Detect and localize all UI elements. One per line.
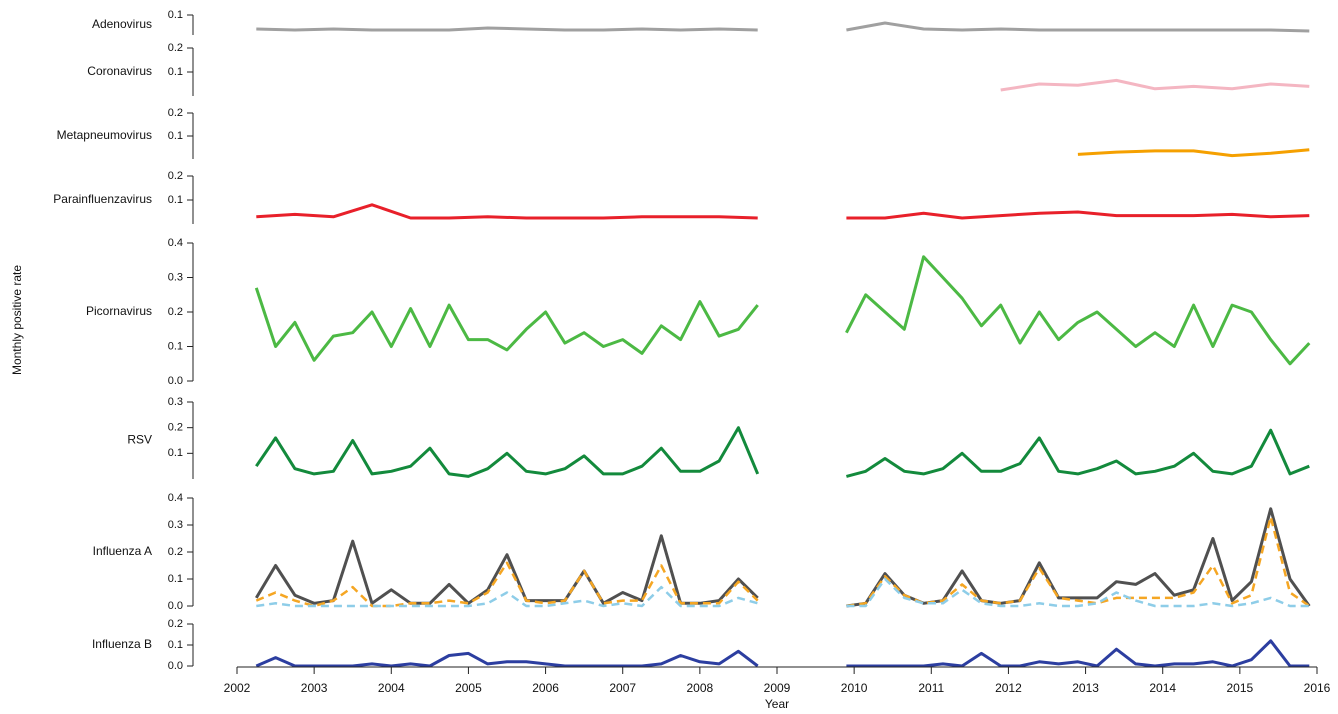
y-tick-label: 0.1 bbox=[168, 194, 183, 206]
y-tick-label: 0.2 bbox=[168, 422, 183, 434]
panel-label: Metapneumovirus bbox=[57, 128, 152, 142]
series-line bbox=[256, 203, 1310, 220]
series-line bbox=[254, 255, 1311, 366]
panel-label: Adenovirus bbox=[92, 17, 152, 31]
x-tick-label: 2003 bbox=[301, 681, 328, 695]
x-tick-label: 2009 bbox=[764, 681, 791, 695]
y-tick-label: 0.2 bbox=[168, 618, 183, 630]
panel-label: Parainfluenzavirus bbox=[53, 192, 152, 206]
series-line bbox=[256, 21, 1310, 33]
y-tick-label: 0.2 bbox=[168, 306, 183, 318]
x-tick-label: 2007 bbox=[609, 681, 636, 695]
y-tick-label: 0.2 bbox=[168, 170, 183, 182]
series-line bbox=[1000, 78, 1310, 92]
series-line bbox=[255, 507, 1311, 608]
y-tick-label: 0.1 bbox=[168, 639, 183, 651]
panel-label: Coronavirus bbox=[87, 64, 152, 78]
y-tick-label: 0.3 bbox=[168, 396, 183, 408]
y-tick-label: 0.0 bbox=[168, 660, 183, 672]
panel-label: RSV bbox=[127, 433, 152, 447]
y-tick-label: 0.4 bbox=[168, 237, 183, 249]
x-tick-label: 2005 bbox=[455, 681, 482, 695]
y-tick-label: 0.1 bbox=[168, 9, 183, 21]
y-tick-label: 0.3 bbox=[168, 519, 183, 531]
y-tick-label: 0.0 bbox=[168, 600, 183, 612]
x-tick-label: 2008 bbox=[687, 681, 714, 695]
series-line bbox=[255, 639, 1310, 668]
x-tick-label: 2016 bbox=[1304, 681, 1331, 695]
y-tick-label: 0.2 bbox=[168, 42, 183, 54]
x-tick-label: 2015 bbox=[1227, 681, 1254, 695]
y-tick-label: 0.0 bbox=[168, 375, 183, 387]
y-tick-label: 0.4 bbox=[168, 492, 183, 504]
y-tick-label: 0.1 bbox=[168, 573, 183, 585]
x-tick-label: 2002 bbox=[224, 681, 251, 695]
x-tick-label: 2012 bbox=[995, 681, 1022, 695]
y-tick-label: 0.2 bbox=[168, 546, 183, 558]
panel-label: Influenza B bbox=[92, 637, 152, 651]
y-tick-label: 0.1 bbox=[168, 447, 183, 459]
y-tick-label: 0.2 bbox=[168, 107, 183, 119]
series-line bbox=[256, 577, 1310, 608]
y-tick-label: 0.1 bbox=[168, 66, 183, 78]
x-tick-label: 2006 bbox=[532, 681, 559, 695]
y-tick-label: 0.1 bbox=[168, 340, 183, 352]
series-line bbox=[1077, 148, 1310, 158]
x-tick-label: 2011 bbox=[918, 681, 944, 695]
panel-label: Picornavirus bbox=[86, 304, 152, 318]
x-tick-label: 2010 bbox=[841, 681, 868, 695]
x-tick-label: 2014 bbox=[1149, 681, 1176, 695]
x-tick-label: 2004 bbox=[378, 681, 405, 695]
series-line bbox=[255, 426, 1310, 478]
y-axis-label: Monthly positive rate bbox=[10, 265, 24, 375]
panel-label: Influenza A bbox=[93, 544, 152, 558]
y-tick-label: 0.3 bbox=[168, 271, 183, 283]
x-axis-label: Year bbox=[765, 697, 789, 711]
series-line bbox=[255, 515, 1311, 608]
x-tick-label: 2013 bbox=[1072, 681, 1099, 695]
y-tick-label: 0.1 bbox=[168, 130, 183, 142]
